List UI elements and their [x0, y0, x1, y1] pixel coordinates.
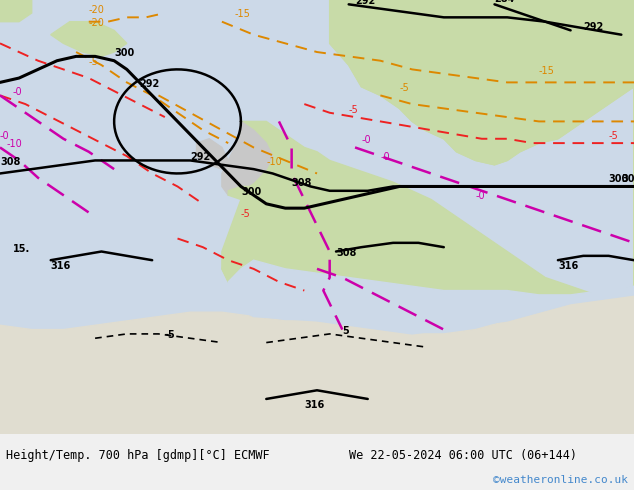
Polygon shape [197, 139, 228, 169]
Text: 308: 308 [336, 248, 356, 258]
Text: 292: 292 [139, 79, 160, 89]
Text: 300: 300 [241, 187, 261, 197]
Polygon shape [330, 0, 634, 165]
Text: -0: -0 [0, 131, 10, 141]
Text: -0: -0 [476, 192, 485, 201]
Text: -5: -5 [349, 105, 358, 115]
Text: 292: 292 [355, 0, 375, 6]
Text: -10: -10 [266, 157, 282, 167]
Text: 15.: 15. [13, 244, 30, 253]
Text: -5: -5 [241, 209, 250, 219]
Polygon shape [222, 0, 634, 321]
Polygon shape [222, 187, 355, 304]
Text: -20: -20 [89, 5, 105, 15]
Text: 292: 292 [190, 152, 210, 163]
Text: 292: 292 [583, 23, 604, 32]
Polygon shape [0, 291, 634, 434]
Text: -0: -0 [361, 135, 371, 145]
Text: 284: 284 [495, 0, 515, 4]
Text: -15: -15 [539, 66, 555, 76]
Text: -5: -5 [165, 330, 176, 340]
Text: 316: 316 [51, 261, 71, 271]
Text: 316: 316 [558, 261, 578, 271]
Text: 316: 316 [304, 400, 325, 410]
Polygon shape [51, 22, 127, 56]
Text: -0: -0 [13, 87, 22, 98]
Text: -20: -20 [89, 18, 105, 28]
Text: -15: -15 [235, 9, 250, 19]
Text: -5: -5 [89, 57, 98, 67]
Text: 308: 308 [0, 157, 20, 167]
Text: 308: 308 [621, 174, 634, 184]
Text: -10: -10 [6, 140, 22, 149]
Text: -0: -0 [380, 152, 390, 163]
Text: We 22-05-2024 06:00 UTC (06+144): We 22-05-2024 06:00 UTC (06+144) [349, 449, 577, 463]
Text: -5: -5 [399, 83, 409, 93]
Polygon shape [222, 122, 273, 195]
Text: ©weatheronline.co.uk: ©weatheronline.co.uk [493, 475, 628, 486]
Text: Height/Temp. 700 hPa [gdmp][°C] ECMWF: Height/Temp. 700 hPa [gdmp][°C] ECMWF [6, 449, 270, 463]
Text: 308: 308 [292, 178, 312, 189]
Polygon shape [0, 0, 32, 22]
Text: 300: 300 [609, 174, 629, 184]
Text: 300: 300 [114, 49, 134, 58]
Text: -5: -5 [609, 131, 618, 141]
Text: 5: 5 [342, 326, 349, 336]
Polygon shape [228, 260, 634, 334]
